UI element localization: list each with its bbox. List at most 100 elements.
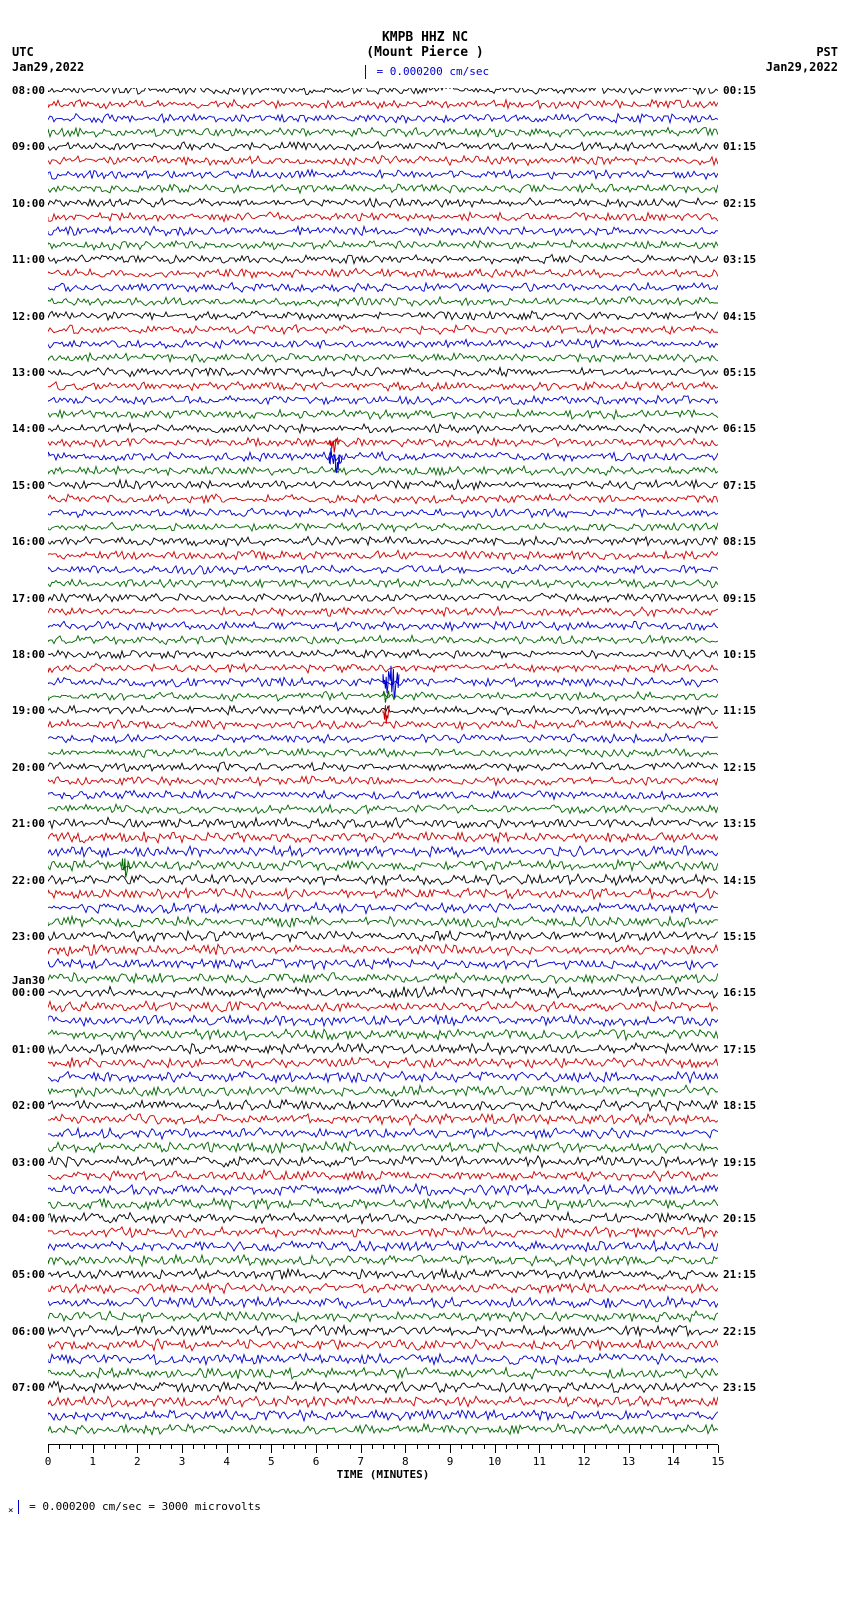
x-tick-minor [707,1445,708,1449]
trace-row [48,1297,718,1309]
seismogram-container: KMPB HHZ NC (Mount Pierce ) = 0.000200 c… [0,0,850,1613]
left-time-label: 05:00 [5,1268,45,1281]
plot-area [48,88,718,1438]
left-time-label: 11:00 [5,253,45,266]
x-tick-minor [439,1445,440,1449]
trace-row [48,1311,718,1322]
trace-row [48,663,718,673]
trace-row [48,874,718,885]
x-tick-label: 8 [402,1455,409,1468]
x-tick-minor [517,1445,518,1449]
x-tick-label: 9 [447,1455,454,1468]
trace-row [48,748,718,757]
trace-row [48,198,718,207]
footer-scale: × = 0.000200 cm/sec = 3000 microvolts [8,1500,261,1516]
trace-row [48,1241,718,1252]
x-tick-label: 14 [667,1455,680,1468]
right-time-label: 18:15 [723,1099,756,1112]
right-time-label: 08:15 [723,535,756,548]
x-tick-minor [461,1445,462,1449]
x-tick-label: 5 [268,1455,275,1468]
x-tick-major [405,1445,406,1453]
seismic-traces [48,88,718,1444]
right-time-label: 06:15 [723,422,756,435]
x-tick-major [271,1445,272,1453]
x-tick-major [48,1445,49,1453]
header-scale: = 0.000200 cm/sec [0,65,850,79]
trace-row [48,353,718,362]
trace-row [48,706,718,716]
trace-row [48,804,718,813]
x-tick-minor [428,1445,429,1449]
trace-row [48,888,718,899]
trace-row [48,1100,718,1111]
x-tick-minor [260,1445,261,1449]
x-tick-minor [238,1445,239,1449]
trace-row [48,297,718,306]
left-time-label: 09:00 [5,140,45,153]
left-time-label: 08:00 [5,84,45,97]
trace-row [48,650,718,659]
trace-row [48,916,718,927]
tz-right: PST [816,45,838,59]
trace-row [48,1128,718,1139]
trace-row [48,1198,718,1209]
x-tick-minor [573,1445,574,1449]
trace-row [48,860,718,871]
trace-row [48,184,718,194]
trace-row [48,537,718,547]
x-tick-label: 6 [313,1455,320,1468]
trace-row [48,832,718,843]
right-time-label: 19:15 [723,1156,756,1169]
right-time-label: 11:15 [723,704,756,717]
left-time-label: 20:00 [5,761,45,774]
trace-row [48,1283,718,1294]
left-time-label: 15:00 [5,479,45,492]
scale-bar-icon [18,1500,19,1514]
left-time-label: 13:00 [5,366,45,379]
x-tick-minor [70,1445,71,1449]
x-tick-minor [595,1445,596,1449]
trace-row [48,156,718,166]
x-tick-minor [59,1445,60,1449]
trace-row [48,1227,718,1238]
trace-row [48,1368,718,1379]
trace-row [48,1142,718,1154]
trace-row [48,579,718,588]
x-tick-minor [216,1445,217,1449]
x-tick-minor [294,1445,295,1449]
x-tick-major [137,1445,138,1453]
x-tick-minor [696,1445,697,1449]
right-time-label: 22:15 [723,1325,756,1338]
x-tick-label: 4 [223,1455,230,1468]
x-tick-minor [126,1445,127,1449]
x-tick-minor [472,1445,473,1449]
seismic-event [122,858,132,877]
right-time-label: 15:15 [723,930,756,943]
tz-right-date: Jan29,2022 [766,60,838,74]
right-time-label: 03:15 [723,253,756,266]
trace-row [48,480,718,490]
trace-row [48,621,718,630]
right-time-label: 23:15 [723,1381,756,1394]
x-tick-minor [640,1445,641,1449]
tz-left: UTC [12,45,34,59]
right-time-label: 14:15 [723,874,756,887]
trace-row [48,565,718,575]
trace-row [48,325,718,335]
left-time-label: 07:00 [5,1381,45,1394]
x-tick-minor [104,1445,105,1449]
trace-row [48,522,718,532]
right-time-label: 09:15 [723,592,756,605]
trace-row [48,1114,718,1125]
trace-row [48,1381,718,1392]
trace-row [48,142,718,151]
trace-row [48,339,718,348]
station-code: KMPB HHZ NC [0,30,850,45]
x-tick-label: 1 [89,1455,96,1468]
x-tick-minor [115,1445,116,1449]
trace-row [48,1156,718,1167]
x-tick-minor [606,1445,607,1449]
x-tick-major [361,1445,362,1453]
right-time-label: 05:15 [723,366,756,379]
